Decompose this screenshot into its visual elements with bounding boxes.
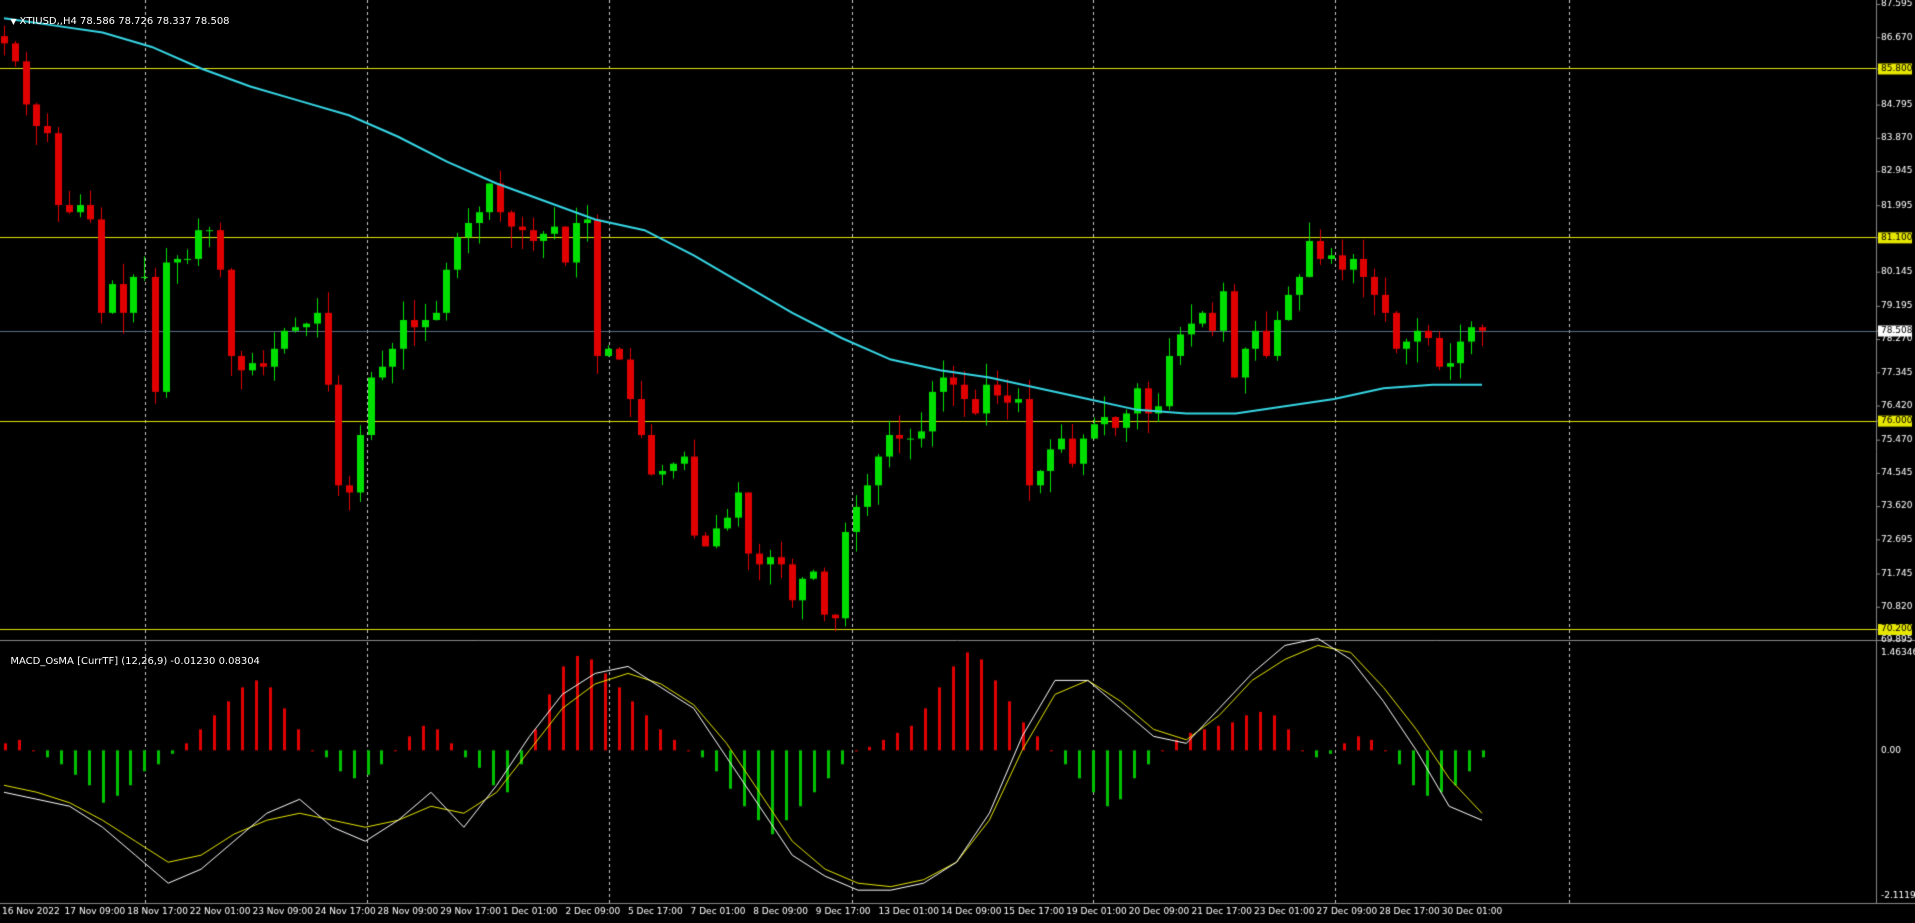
collapse-arrow-icon[interactable]: ▼: [10, 17, 17, 26]
indicator-label: MACD_OsMA [CurrTF] (12,26,9) -0.01230 0.…: [10, 656, 260, 667]
indicator-header: MACD_OsMA [CurrTF] (12,26,9) -0.01230 0.…: [4, 644, 260, 668]
ohlc-values: 78.586 78.726 78.337 78.508: [80, 16, 230, 27]
main-chart-header: ▼ XTIUSD,,H4 78.586 78.726 78.337 78.508: [4, 4, 230, 28]
symbol-label: XTIUSD,,H4: [19, 16, 77, 27]
